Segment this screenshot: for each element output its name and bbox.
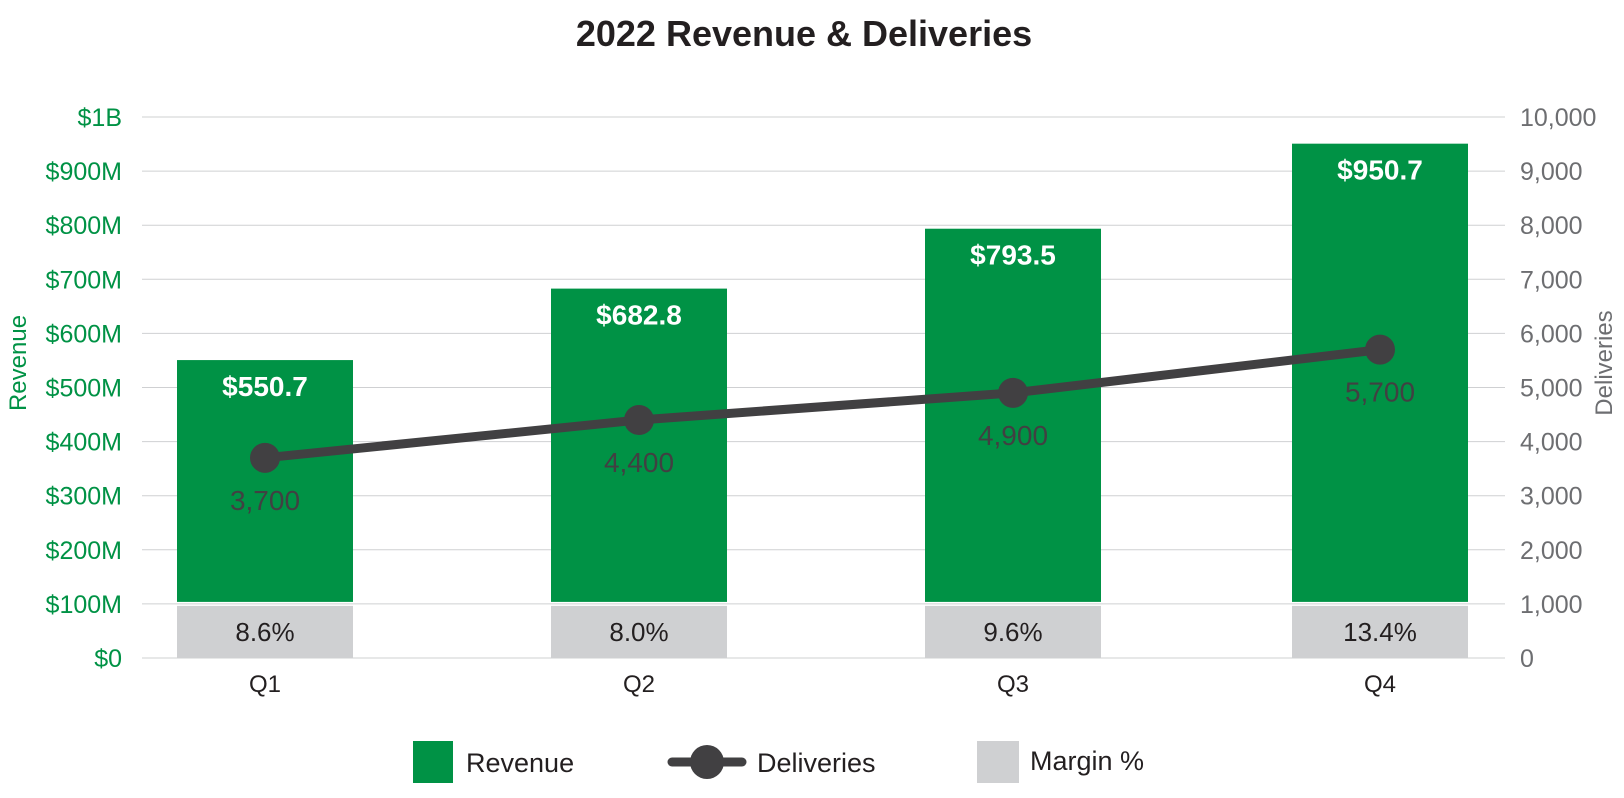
legend-margin-swatch — [977, 741, 1019, 783]
y-right-tick-label: 9,000 — [1520, 158, 1583, 186]
revenue-bar-label: $550.7 — [222, 371, 308, 402]
revenue-bar-label: $950.7 — [1337, 155, 1423, 186]
x-tick-label: Q3 — [997, 671, 1029, 698]
margin-label: 9.6% — [983, 617, 1042, 647]
y-left-tick-label: $900M — [46, 158, 122, 186]
y-right-tick-label: 6,000 — [1520, 320, 1583, 348]
margin-label: 8.0% — [609, 617, 668, 647]
revenue-bar-label: $682.8 — [596, 300, 682, 331]
x-tick-label: Q2 — [623, 671, 655, 698]
revenue-bar — [925, 228, 1101, 602]
y-right-tick-label: 4,000 — [1520, 429, 1583, 457]
y-right-tick-label: 5,000 — [1520, 375, 1583, 403]
y-left-tick-label: $1B — [78, 104, 122, 132]
deliveries-line-path — [260, 345, 1385, 463]
y-left-tick-label: $400M — [46, 429, 122, 457]
y-left-tick-label: $100M — [46, 591, 122, 619]
margin-boxes: 8.6% 8.0% 9.6% 13.4% — [177, 605, 1468, 658]
deliveries-point — [998, 377, 1028, 408]
x-axis: Q1 Q2 Q3 Q4 — [249, 671, 1396, 698]
margin-box — [1292, 605, 1468, 658]
y-axis-left-label: Revenue — [5, 315, 32, 411]
y-left-tick-label: $700M — [46, 266, 122, 294]
revenue-bar-label: $793.5 — [970, 240, 1056, 271]
y-right-tick-label: 0 — [1520, 645, 1534, 673]
y-left-tick-label: $0 — [94, 645, 122, 673]
y-right-tick-label: 7,000 — [1520, 266, 1583, 294]
revenue-bar — [1292, 143, 1468, 602]
x-tick-label: Q1 — [249, 671, 281, 698]
deliveries-label: 3,700 — [230, 485, 300, 516]
margin-box — [551, 605, 727, 658]
y-left-tick-label: $200M — [46, 537, 122, 565]
y-left-tick-label: $300M — [46, 483, 122, 511]
margin-label: 13.4% — [1343, 617, 1417, 647]
deliveries-label: 5,700 — [1345, 377, 1415, 408]
y-axis-right-label: Deliveries — [1591, 310, 1618, 415]
x-tick-label: Q4 — [1364, 671, 1396, 698]
margin-label: 8.6% — [235, 617, 294, 647]
revenue-bar — [177, 360, 353, 602]
y-right-tick-label: 8,000 — [1520, 212, 1583, 240]
y-axis-right: 0 1,000 2,000 3,000 4,000 5,000 6,000 7,000 8,00… — [1520, 104, 1596, 673]
revenue-bar — [551, 288, 727, 602]
deliveries-line: 3,700 4,400 4,900 5,700 — [230, 334, 1415, 516]
legend-revenue-label: Revenue — [466, 748, 574, 778]
y-left-tick-label: $600M — [46, 320, 122, 348]
legend: Revenue Deliveries Margin % — [413, 741, 1144, 783]
chart-title: 2022 Revenue & Deliveries — [576, 13, 1032, 54]
legend-deliveries-label: Deliveries — [757, 748, 876, 778]
deliveries-point — [624, 404, 654, 435]
deliveries-label: 4,900 — [978, 420, 1048, 451]
deliveries-point — [250, 442, 280, 473]
y-axis-left: $0 $100M $200M $300M $400M $500M $600M $700M $80… — [46, 104, 122, 673]
margin-box — [925, 605, 1101, 658]
margin-box — [177, 605, 353, 658]
legend-deliveries-marker — [690, 745, 724, 779]
y-right-tick-label: 2,000 — [1520, 537, 1583, 565]
revenue-bars: $550.7 $682.8 $793.5 $950.7 — [177, 143, 1468, 602]
deliveries-point — [1365, 334, 1395, 365]
gridlines — [142, 116, 1505, 659]
legend-margin-label: Margin % — [1030, 746, 1144, 776]
y-right-tick-label: 1,000 — [1520, 591, 1583, 619]
legend-revenue-swatch — [413, 741, 453, 783]
y-right-tick-label: 3,000 — [1520, 483, 1583, 511]
y-left-tick-label: $800M — [46, 212, 122, 240]
y-right-tick-label: 10,000 — [1520, 104, 1596, 132]
y-left-tick-label: $500M — [46, 375, 122, 403]
deliveries-label: 4,400 — [604, 447, 674, 478]
